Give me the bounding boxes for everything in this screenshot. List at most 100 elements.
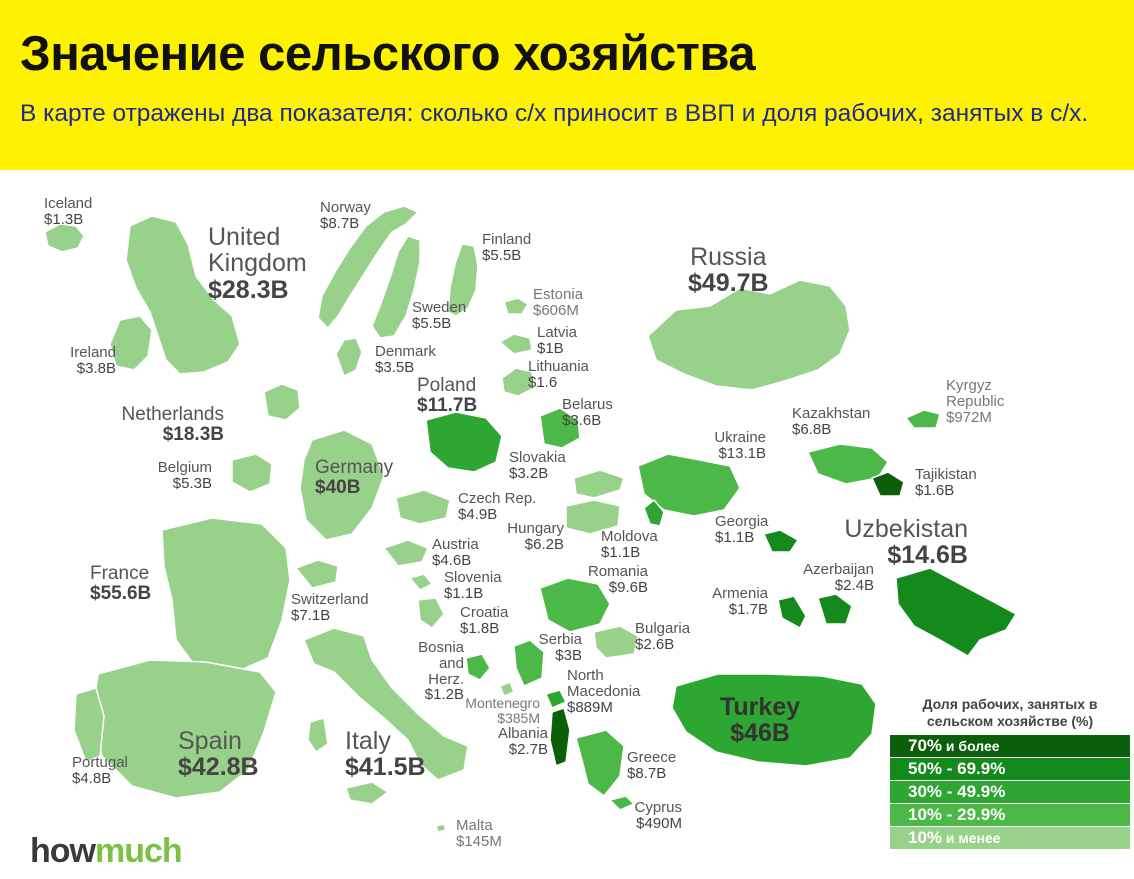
romania-shape — [539, 577, 611, 633]
slovakia-shape — [573, 469, 625, 499]
lithuania-shape — [501, 367, 535, 397]
label-kazakhstan: Kazakhstan $6.8B — [792, 405, 871, 438]
label-spain: Spain $42.8B — [178, 727, 259, 782]
page-subtitle: В карте отражены два показателя: сколько… — [20, 100, 1089, 127]
label-uzbekistan: Uzbekistan $14.6B — [844, 515, 968, 570]
slovenia-shape — [409, 573, 433, 591]
label-norway: Norway $8.7B — [320, 199, 371, 232]
label-belarus: Belarus $3.6B — [562, 396, 613, 429]
legend-item-70-plus: 70% и более — [890, 735, 1130, 757]
turkey-shape — [671, 673, 877, 767]
belarus-shape — [539, 407, 581, 449]
iceland-shape — [44, 223, 85, 253]
croatia-shape — [417, 597, 445, 629]
label-germany: Germany $40B — [315, 457, 394, 498]
italy-shape — [303, 627, 469, 781]
kazakhstan-shape — [807, 443, 889, 485]
uzbekistan-shape — [895, 567, 1017, 657]
label-estonia: Estonia $606M — [533, 286, 584, 319]
page-title: Значение сельского хозяйства — [20, 27, 756, 81]
label-turkey: Turkey $46B — [720, 693, 801, 748]
tajikistan-shape — [871, 471, 905, 497]
uk-shape — [125, 215, 241, 375]
label-serbia: Serbia $3B — [538, 631, 582, 664]
ireland-shape — [109, 315, 153, 371]
label-denmark: Denmark $3.5B — [375, 343, 436, 376]
label-russia: Russia $49.7B — [688, 243, 769, 298]
estonia-shape — [503, 297, 529, 315]
header-banner: Значение сельского хозяйства В карте отр… — [0, 0, 1134, 170]
netherlands-shape — [263, 383, 301, 421]
legend-item-10-29: 10% - 29.9% — [890, 804, 1130, 826]
moldova-shape — [643, 499, 665, 527]
cyprus-shape — [609, 795, 635, 811]
sicily-shape — [345, 781, 389, 805]
armenia-shape — [777, 595, 807, 629]
label-austria: Austria $4.6B — [432, 536, 479, 569]
label-poland: Poland $11.7B — [417, 375, 478, 416]
label-greece: Greece $8.7B — [627, 749, 677, 782]
label-malta: Malta $145M — [456, 817, 502, 850]
label-united-kingdom: United Kingdom $28.3B — [208, 223, 307, 304]
label-moldova: Moldova $1.1B — [601, 528, 658, 561]
howmuch-logo: howmuch — [30, 832, 183, 870]
label-north-macedonia: North Macedonia $889M — [567, 667, 641, 716]
finland-shape — [447, 243, 479, 317]
label-latvia: Latvia $1B — [537, 324, 578, 357]
bulgaria-shape — [593, 625, 639, 659]
label-czech: Czech Rep. $4.9B — [458, 490, 537, 523]
malta-shape — [435, 823, 447, 833]
legend-item-30-49: 30% - 49.9% — [890, 781, 1130, 803]
sweden-shape — [371, 235, 421, 339]
label-ireland: Ireland $3.8B — [70, 344, 116, 377]
label-georgia: Georgia $1.1B — [715, 513, 769, 546]
label-italy: Italy $41.5B — [345, 727, 426, 782]
label-lithuania: Lithuania $1.6 — [528, 358, 589, 391]
label-iceland: Iceland $1.3B — [44, 195, 93, 228]
label-azerbaijan: Azerbaijan $2.4B — [803, 561, 874, 594]
label-tajikistan: Tajikistan $1.6B — [915, 466, 977, 499]
portugal-shape — [73, 687, 105, 763]
label-ukraine: Ukraine $13.1B — [714, 429, 766, 462]
label-cyprus: Cyprus $490M — [634, 799, 682, 832]
label-sweden: Sweden $5.5B — [412, 299, 467, 332]
label-albania: Albania $2.7B — [497, 725, 548, 758]
switzerland-shape — [295, 559, 339, 589]
label-croatia: Croatia $1.8B — [460, 604, 509, 637]
spain-shape — [91, 659, 277, 799]
label-montenegro: Montenegro $385M — [465, 695, 540, 726]
label-france: France $55.6B — [90, 563, 152, 604]
label-hungary: Hungary $6.2B — [507, 520, 564, 553]
legend-title: Доля рабочих, занятых в сельском хозяйст… — [922, 696, 1098, 729]
belgium-shape — [231, 453, 273, 493]
norway-shape — [317, 205, 419, 329]
label-kyrgyz: Kyrgyz Republic $972M — [946, 377, 1005, 426]
czech-shape — [395, 489, 451, 525]
kyrgyz-shape — [905, 409, 941, 429]
label-portugal: Portugal $4.8B — [72, 754, 128, 787]
label-finland: Finland $5.5B — [482, 231, 532, 264]
label-romania: Romania $9.6B — [587, 563, 648, 596]
poland-shape — [425, 411, 503, 473]
hungary-shape — [565, 499, 621, 535]
europe-map — [44, 205, 1017, 833]
latvia-shape — [499, 333, 533, 355]
denmark-shape — [335, 337, 363, 377]
georgia-shape — [763, 529, 799, 553]
label-bosnia: Bosnia and Herz. $1.2B — [418, 639, 464, 704]
greece-shape — [575, 729, 625, 797]
legend-item-under-10: 10% и менее — [890, 827, 1130, 849]
montenegro-shape — [499, 681, 515, 697]
azerbaijan-shape — [817, 593, 853, 625]
label-switzerland: Switzerland $7.1B — [291, 591, 369, 624]
label-netherlands: Netherlands $18.3B — [121, 404, 224, 445]
label-slovenia: Slovenia $1.1B — [444, 569, 502, 602]
albania-shape — [549, 707, 571, 767]
label-bulgaria: Bulgaria $2.6B — [635, 620, 691, 653]
legend-item-50-69: 50% - 69.9% — [890, 758, 1130, 780]
bosnia-shape — [465, 653, 491, 681]
label-slovakia: Slovakia $3.2B — [509, 449, 566, 482]
serbia-shape — [513, 639, 545, 687]
legend: Доля рабочих, занятых в сельском хозяйст… — [890, 696, 1130, 850]
austria-shape — [383, 539, 429, 567]
